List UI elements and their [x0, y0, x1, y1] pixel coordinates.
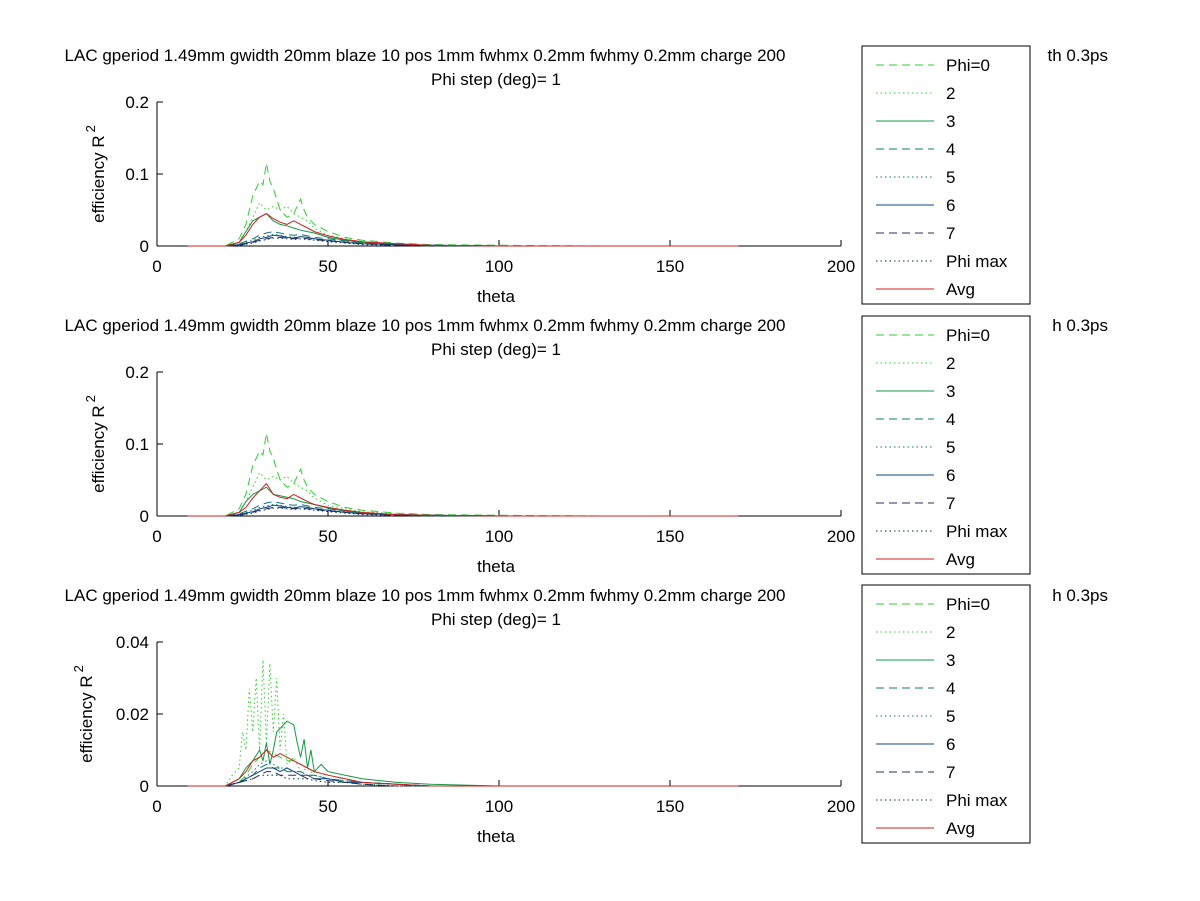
y-tick-label: 0.1 [125, 435, 149, 454]
legend-label: Phi=0 [946, 56, 990, 75]
legend-label: 4 [946, 410, 955, 429]
legend-label: Avg [946, 550, 975, 569]
x-tick-label: 200 [827, 527, 855, 546]
legend-label: Phi max [946, 522, 1008, 541]
legend-label: Avg [946, 280, 975, 299]
legend-label: 5 [946, 707, 955, 726]
series-line-2 [187, 720, 739, 787]
chart-subtitle: Phi step (deg)= 1 [431, 340, 561, 359]
legend-label: 6 [946, 466, 955, 485]
legend-label: Phi=0 [946, 595, 990, 614]
subplots: LAC gperiod 1.49mm gwidth 20mm blaze 10 … [65, 45, 1109, 846]
y-axis-label-text: efficiency R 2 [83, 125, 108, 223]
x-tick-label: 200 [827, 797, 855, 816]
y-axis-label: efficiency R 2 [71, 665, 96, 763]
x-tick-label: 150 [656, 257, 684, 276]
legend-label: 7 [946, 224, 955, 243]
legend-label: 3 [946, 382, 955, 401]
y-tick-label: 0.04 [116, 633, 149, 652]
series-line-6 [187, 236, 739, 247]
y-tick-label: 0.1 [125, 165, 149, 184]
x-axis-label: theta [477, 827, 515, 846]
legend-label: Phi max [946, 252, 1008, 271]
series-line-3 [187, 501, 739, 517]
subplot-2: LAC gperiod 1.49mm gwidth 20mm blaze 10 … [65, 315, 1108, 576]
y-axis-label-main: efficiency R [89, 135, 108, 223]
legend-label: 3 [946, 651, 955, 670]
series-line-3 [187, 231, 739, 247]
legend: Phi=0 2 3 4 5 6 7 Phi max Avg [861, 584, 1031, 844]
y-axis-label: efficiency R 2 [83, 125, 108, 223]
y-tick-label: 0 [140, 237, 149, 256]
x-axis-label: theta [477, 557, 515, 576]
series-line-6 [187, 771, 739, 787]
legend: Phi=0 2 3 4 5 6 7 Phi max Avg [861, 315, 1031, 575]
y-axis-label: efficiency R 2 [83, 395, 108, 493]
chart-subtitle: Phi step (deg)= 1 [431, 70, 561, 89]
y-axis-label-text: efficiency R 2 [83, 395, 108, 493]
chart-title: LAC gperiod 1.49mm gwidth 20mm blaze 10 … [65, 46, 786, 65]
series-line-8 [187, 213, 739, 247]
y-axis-label-main: efficiency R [77, 675, 96, 763]
series-line-8 [187, 482, 739, 517]
y-tick-label: 0 [140, 507, 149, 526]
legend-label: 7 [946, 763, 955, 782]
legend-label: 4 [946, 140, 955, 159]
chart-title-tail: th 0.3ps [1048, 46, 1109, 65]
y-tick-label: 0.02 [116, 705, 149, 724]
legend: Phi=0 2 3 4 5 6 7 Phi max Avg [861, 45, 1031, 305]
x-tick-label: 50 [319, 527, 338, 546]
y-axis-label-superscript: 2 [83, 125, 98, 132]
x-tick-label: 150 [656, 797, 684, 816]
x-tick-label: 100 [485, 527, 513, 546]
y-tick-label: 0.2 [125, 93, 149, 112]
subplot-3: LAC gperiod 1.49mm gwidth 20mm blaze 10 … [65, 584, 1108, 846]
chart-title: LAC gperiod 1.49mm gwidth 20mm blaze 10 … [65, 586, 786, 605]
legend-label: Phi max [946, 791, 1008, 810]
x-axis-label: theta [477, 287, 515, 306]
series-line-1 [187, 659, 739, 787]
legend-label: Phi=0 [946, 326, 990, 345]
x-tick-label: 50 [319, 257, 338, 276]
legend-label: 3 [946, 112, 955, 131]
legend-label: 6 [946, 735, 955, 754]
chart-title: LAC gperiod 1.49mm gwidth 20mm blaze 10 … [65, 316, 786, 335]
series-line-0 [187, 433, 739, 517]
subplot-1: LAC gperiod 1.49mm gwidth 20mm blaze 10 … [65, 45, 1109, 306]
x-tick-label: 0 [152, 527, 161, 546]
x-tick-label: 50 [319, 797, 338, 816]
legend-label: 7 [946, 494, 955, 513]
x-tick-label: 100 [485, 797, 513, 816]
y-axis-label-text: efficiency R 2 [71, 665, 96, 763]
chart-title-tail: h 0.3ps [1052, 586, 1108, 605]
legend-label: 2 [946, 84, 955, 103]
chart-title-tail: h 0.3ps [1052, 316, 1108, 335]
y-tick-label: 0 [140, 777, 149, 796]
legend-label: 6 [946, 196, 955, 215]
x-tick-label: 0 [152, 797, 161, 816]
y-tick-label: 0.2 [125, 363, 149, 382]
series-line-0 [187, 163, 739, 247]
y-axis-label-superscript: 2 [83, 395, 98, 402]
y-axis-label-main: efficiency R [89, 405, 108, 493]
legend-label: Avg [946, 819, 975, 838]
series-line-8 [187, 749, 739, 787]
y-axis-label-superscript: 2 [71, 665, 86, 672]
legend-label: 4 [946, 679, 955, 698]
legend-label: 5 [946, 438, 955, 457]
x-tick-label: 0 [152, 257, 161, 276]
x-tick-label: 200 [827, 257, 855, 276]
legend-label: 2 [946, 623, 955, 642]
legend-label: 2 [946, 354, 955, 373]
legend-label: 5 [946, 168, 955, 187]
chart-subtitle: Phi step (deg)= 1 [431, 610, 561, 629]
series-line-6 [187, 506, 739, 517]
series-line-5 [187, 234, 739, 247]
x-tick-label: 150 [656, 527, 684, 546]
x-tick-label: 100 [485, 257, 513, 276]
